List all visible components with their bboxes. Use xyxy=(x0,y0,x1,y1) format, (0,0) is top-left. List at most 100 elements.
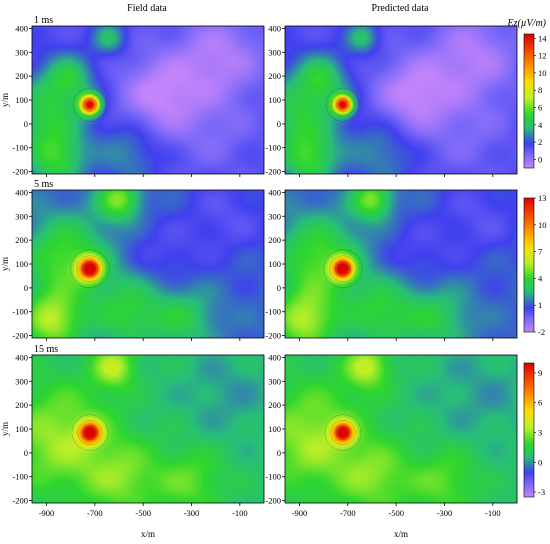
y-tick-label: -100 xyxy=(265,307,281,317)
y-tick-label: -200 xyxy=(265,167,281,177)
contour-line xyxy=(325,87,361,122)
y-tick-label: 100 xyxy=(268,259,281,269)
colorbar-tick-label: 0 xyxy=(538,154,542,164)
contour-line xyxy=(72,87,108,122)
contour-line xyxy=(77,420,103,446)
colorbar-tick-label: 0 xyxy=(538,457,542,467)
column-title-field: Field data xyxy=(127,3,167,14)
contour-line xyxy=(329,255,357,283)
y-tick-label: 400 xyxy=(15,23,28,33)
time-label: 15 ms xyxy=(34,344,58,355)
y-tick-label: -200 xyxy=(265,496,281,506)
contour-line xyxy=(82,260,98,277)
colorbar-tick-label: 3 xyxy=(538,427,542,437)
contour-line xyxy=(70,249,110,289)
x-tick-label: -300 xyxy=(184,508,200,518)
contour-line xyxy=(335,97,351,112)
colorbar-tick-label: 13 xyxy=(538,193,547,203)
y-tick-label: 200 xyxy=(268,400,281,410)
y-tick-label: 400 xyxy=(268,352,281,362)
colorbar-tick-label: 6 xyxy=(538,102,542,112)
chart-row-0: 1 ms4003002001000-100-200y/m400300200100… xyxy=(0,15,547,177)
colorbar: 9 6 3 0 -3 xyxy=(523,362,545,498)
y-tick-label: 0 xyxy=(277,119,281,129)
contour-line xyxy=(76,255,104,283)
x-tick-label: -700 xyxy=(340,508,356,518)
colorbar-tick-label: 10 xyxy=(538,68,547,78)
heatmap-image xyxy=(285,190,517,338)
y-tick-label: 400 xyxy=(268,187,281,197)
y-tick-label: 200 xyxy=(268,235,281,245)
contour-line xyxy=(82,97,98,112)
y-tick-label: 300 xyxy=(268,47,281,57)
colorbar-tick-label: 6 xyxy=(538,398,542,408)
colorbar-gradient xyxy=(523,33,535,169)
colorbar-tick-label: -2 xyxy=(538,327,545,337)
colorbar-gradient xyxy=(523,197,535,333)
chart-row-1: 5 ms4003002001000-100-200y/m400300200100… xyxy=(0,179,547,341)
contour-line xyxy=(324,414,362,451)
y-tick-label: -100 xyxy=(265,143,281,153)
colorbar-tick-label: 4 xyxy=(538,120,543,130)
y-tick-label: 300 xyxy=(15,376,28,386)
y-tick-label: -100 xyxy=(265,472,281,482)
y-tick-label: 300 xyxy=(268,211,281,221)
colorbar-tick-label: 14 xyxy=(538,33,547,43)
y-tick-label: 0 xyxy=(24,119,28,129)
y-tick-label: 300 xyxy=(268,376,281,386)
heatmap-image xyxy=(32,190,264,338)
y-tick-label: 100 xyxy=(268,95,281,105)
heatmap-image xyxy=(32,26,264,174)
colorbar-tick-label: 4 xyxy=(538,273,543,283)
y-tick-label: -100 xyxy=(12,143,28,153)
y-tick-label: -200 xyxy=(12,331,28,341)
contour-line xyxy=(331,93,355,117)
colorbar: 14 12 10 8 6 4 2 0 xyxy=(523,33,547,169)
heatmap-image xyxy=(32,355,264,503)
colorbar-tick-label: 12 xyxy=(538,51,547,61)
y-axis-label: y/m xyxy=(0,257,10,271)
x-tick-label: -100 xyxy=(485,508,501,518)
heatmap-panel-predicted: 400 300 200 100 0 -100 -200 xyxy=(265,23,518,177)
heatmap-image xyxy=(285,26,517,174)
colorbar-gradient xyxy=(523,362,535,498)
contour-line xyxy=(335,260,351,277)
y-tick-label: 100 xyxy=(268,424,281,434)
contour-line xyxy=(330,420,356,446)
time-label: 1 ms xyxy=(34,15,53,26)
y-tick-label: 0 xyxy=(24,448,28,458)
colorbar-tick-label: 8 xyxy=(538,85,542,95)
x-tick-label: -300 xyxy=(437,508,453,518)
heatmap-panel-field: 400 300 200 100 0 -100 -200 y/m xyxy=(0,187,265,341)
contour-line xyxy=(82,425,98,440)
heatmap-image xyxy=(285,355,517,503)
colorbar-tick-label: 10 xyxy=(538,220,547,230)
colorbar-tick-label: 7 xyxy=(538,247,542,257)
heatmap-panel-field: 400 300 200 100 0 -100 -200 y/m xyxy=(0,23,265,177)
y-tick-label: 200 xyxy=(15,235,28,245)
y-tick-label: 0 xyxy=(277,283,281,293)
y-tick-label: 200 xyxy=(268,71,281,81)
y-tick-label: 100 xyxy=(15,424,28,434)
x-tick-label: -900 xyxy=(292,508,308,518)
y-axis-label: y/m xyxy=(0,422,10,436)
y-axis-label: y/m xyxy=(0,93,10,107)
heatmap-panel-predicted: 400 300 200 100 0 -100 -200 -900 -700 -500 -300 -10… xyxy=(265,352,518,539)
contour-line xyxy=(335,425,351,440)
y-tick-label: 400 xyxy=(15,352,28,362)
x-tick-label: -100 xyxy=(232,508,248,518)
column-title-predicted: Predicted data xyxy=(372,3,429,14)
heatmap-panel-predicted: 400 300 200 100 0 -100 -200 xyxy=(265,187,518,341)
x-tick-label: -500 xyxy=(135,508,151,518)
x-tick-label: -900 xyxy=(39,508,55,518)
x-tick-label: -500 xyxy=(388,508,404,518)
contour-line xyxy=(323,249,363,289)
x-axis-label: x/m xyxy=(394,529,408,539)
time-label: 5 ms xyxy=(34,179,53,190)
y-tick-label: -200 xyxy=(265,331,281,341)
y-tick-label: -100 xyxy=(12,307,28,317)
y-tick-label: 300 xyxy=(15,47,28,57)
y-tick-label: 400 xyxy=(15,187,28,197)
colorbar-tick-label: 9 xyxy=(538,368,542,378)
